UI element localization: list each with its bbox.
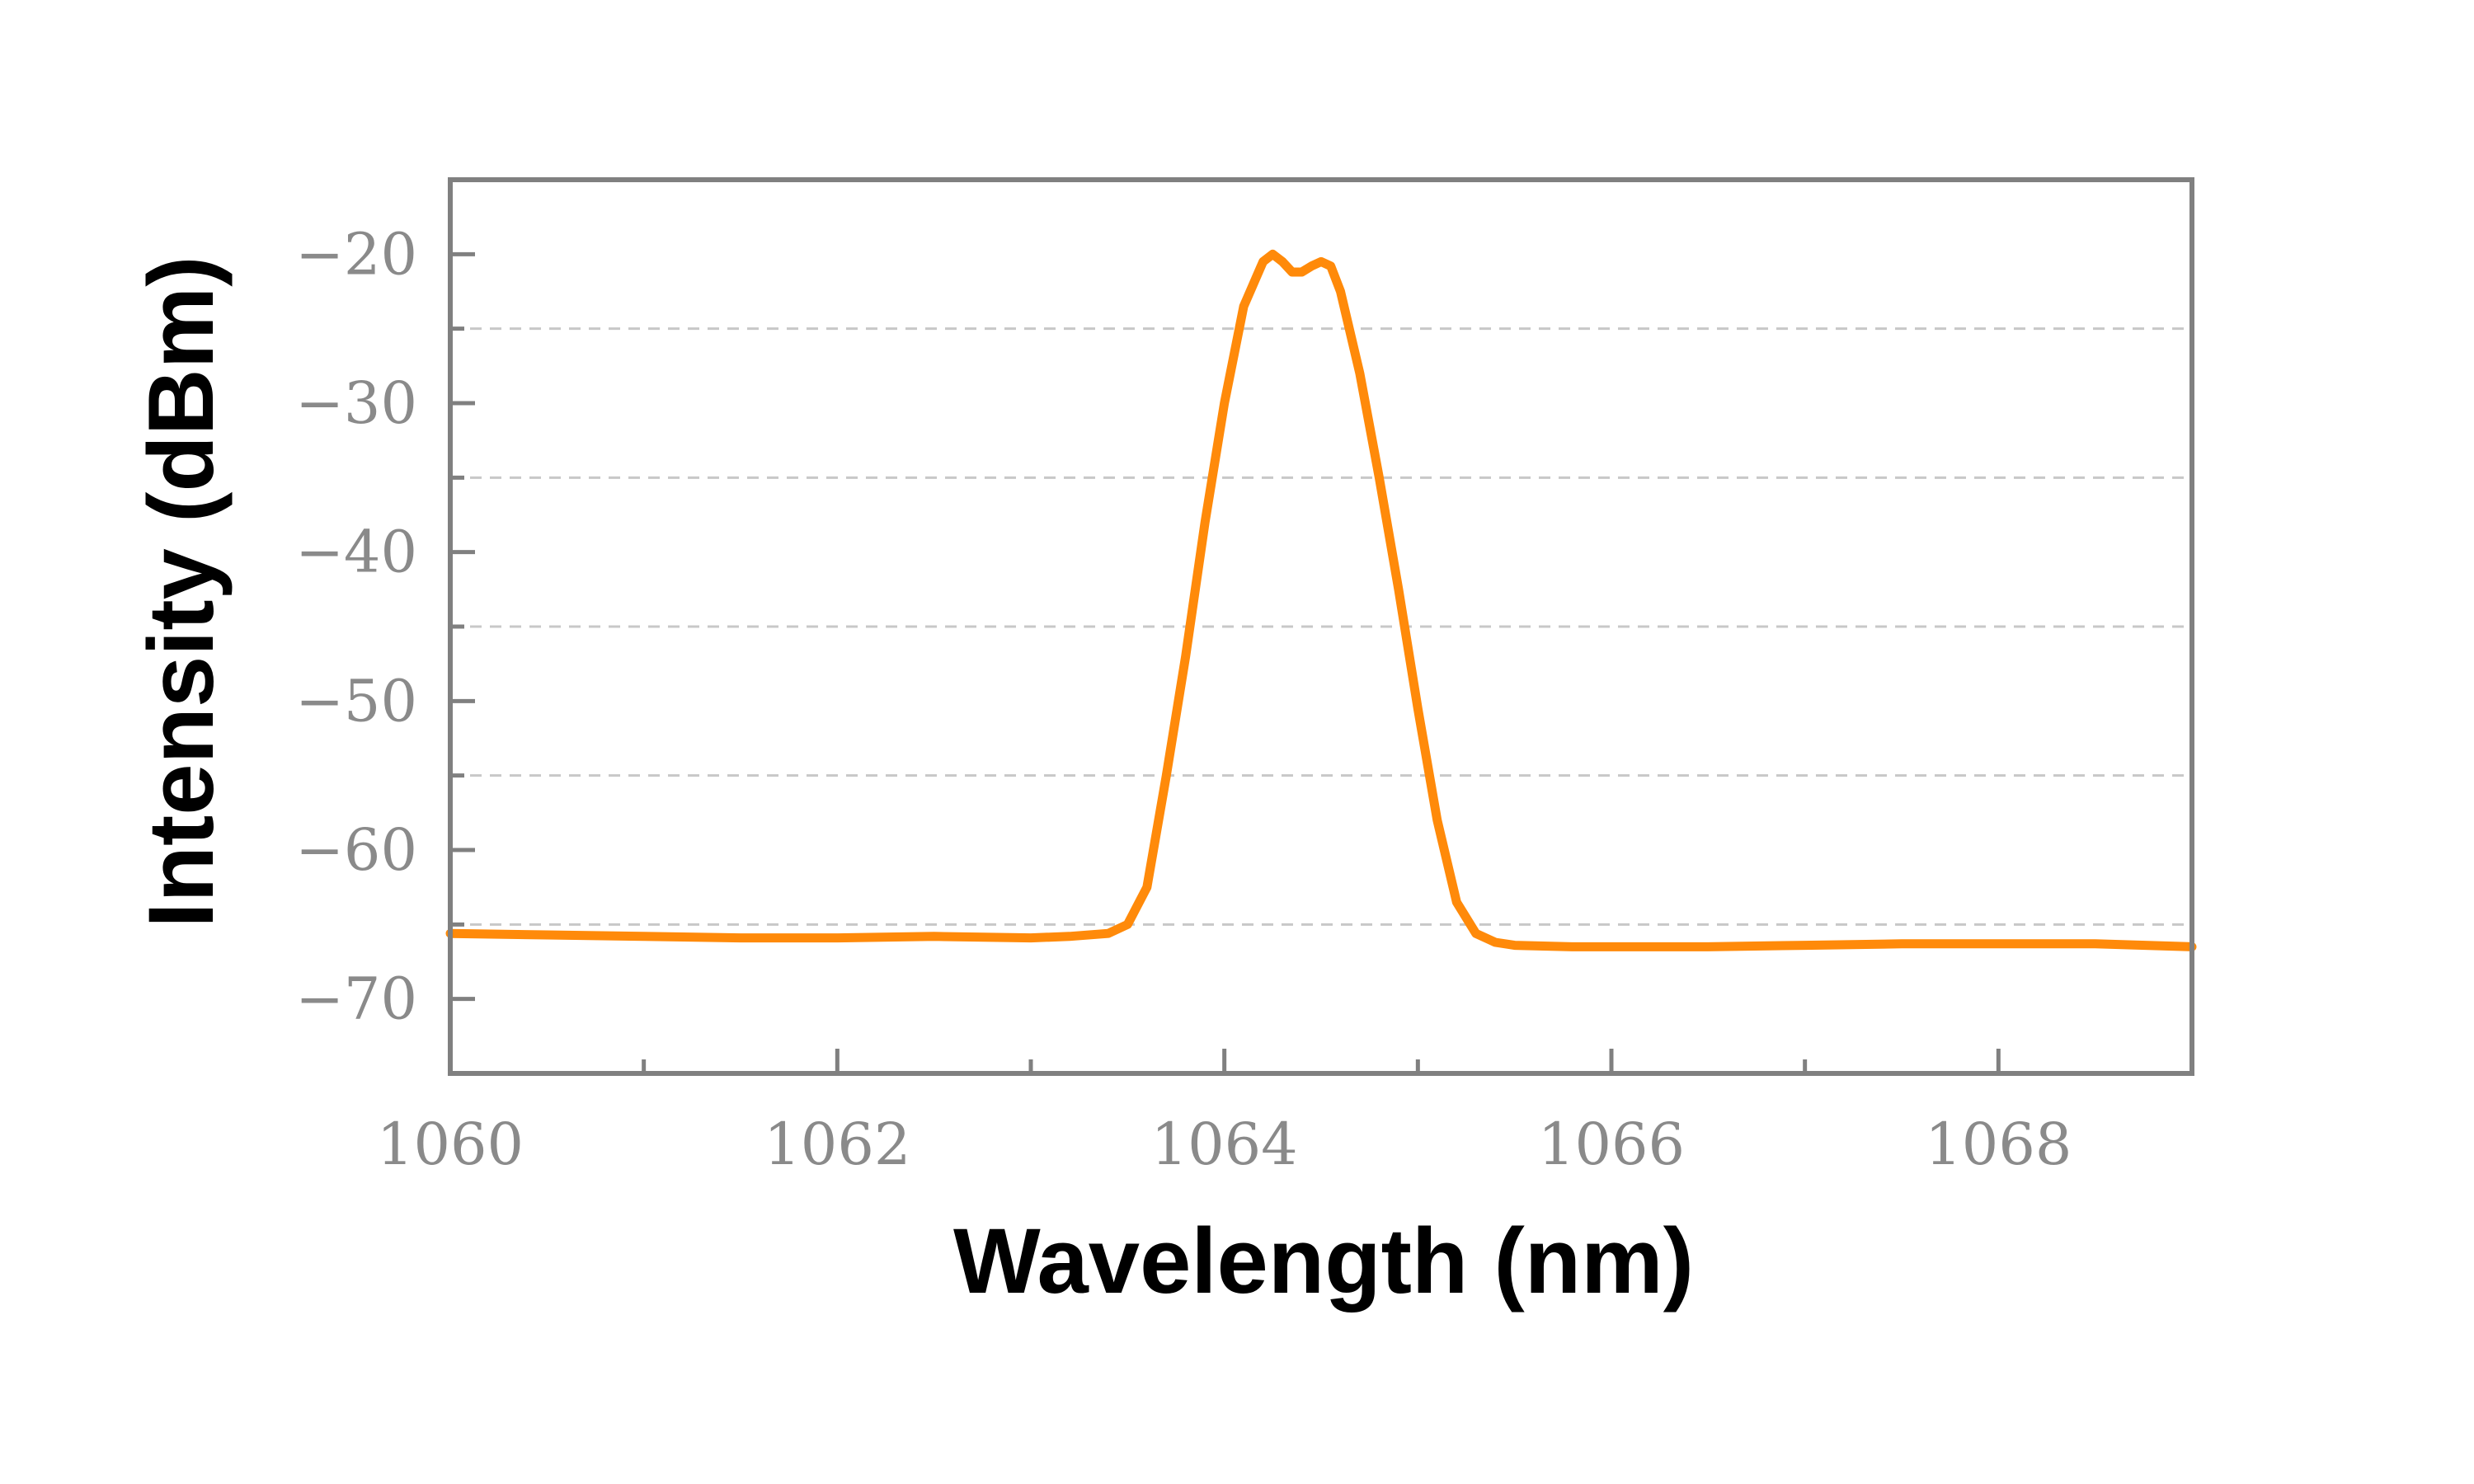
x-tick-label: 1062: [764, 1111, 910, 1178]
x-tick-label: 1066: [1538, 1111, 1685, 1178]
x-tick-label: 1064: [1151, 1111, 1298, 1178]
grid-lines: [450, 327, 2192, 926]
y-tick-label: −60: [295, 816, 417, 884]
y-tick-label: −30: [295, 369, 417, 437]
x-tick-label: 1068: [1925, 1111, 2072, 1178]
y-tick-label: −50: [295, 667, 417, 735]
y-tick-label: −70: [295, 965, 417, 1033]
y-tick-label: −40: [295, 519, 417, 586]
x-tick-label: 1060: [377, 1111, 524, 1178]
spectrum-line: [445, 249, 2197, 951]
series-layer: [445, 249, 2197, 951]
tick-labels: 1060 1062 1064 1066 1068 −20 −30 −40 −50 −60 −70: [295, 220, 2072, 1178]
axis-ticks: [448, 251, 2001, 1073]
y-axis-title: Intensity (dBm): [129, 256, 233, 928]
y-tick-label: −20: [295, 220, 417, 288]
x-axis-title: Wavelength (nm): [953, 1209, 1694, 1313]
